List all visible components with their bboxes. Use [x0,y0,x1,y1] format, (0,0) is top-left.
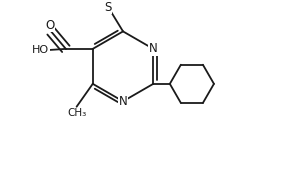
Text: S: S [105,1,112,14]
Text: HO: HO [32,45,49,55]
Text: O: O [45,19,54,32]
Text: N: N [119,95,127,108]
Text: N: N [149,42,158,55]
Text: CH₃: CH₃ [67,108,86,118]
